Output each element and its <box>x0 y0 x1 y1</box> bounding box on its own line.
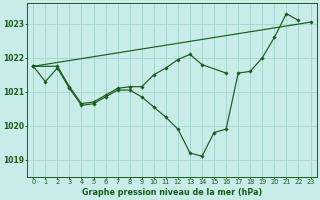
X-axis label: Graphe pression niveau de la mer (hPa): Graphe pression niveau de la mer (hPa) <box>82 188 262 197</box>
